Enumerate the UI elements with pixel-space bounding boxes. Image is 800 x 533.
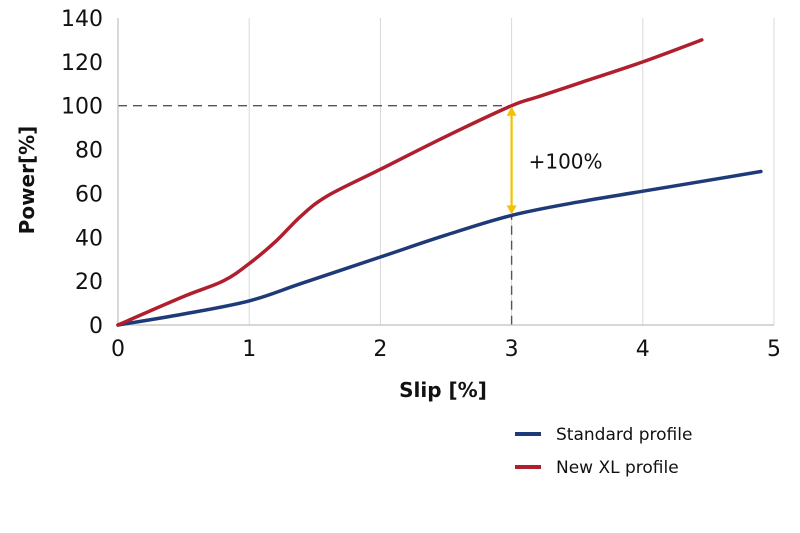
x-tick-label: 5 [767,337,781,362]
y-axis-title: Power[%] [15,126,39,235]
legend: Standard profile New XL profile [515,425,692,478]
annotation-arrowhead-down [506,205,517,215]
reference-lines [118,105,513,325]
axes [117,18,774,326]
annotation-arrowhead-up [506,106,517,116]
x-tick-label: 4 [636,337,650,362]
y-tick-label: 100 [61,95,103,120]
x-tick-label: 0 [111,337,125,362]
annotation-label: +100% [529,150,603,174]
legend-label: Standard profile [556,425,692,445]
series-lines [116,38,763,327]
y-tick-label: 120 [61,51,103,76]
annotations: +100% [506,106,603,215]
tick-labels: 0 20 40 60 80 100 120 140 0 1 2 3 4 5 [61,7,781,362]
y-tick-label: 80 [75,139,103,164]
x-axis-title: Slip [%] [399,378,487,402]
y-tick-label: 0 [89,314,103,339]
y-tick-label: 20 [75,270,103,295]
x-tick-label: 2 [373,337,387,362]
y-tick-label: 60 [75,182,103,207]
y-tick-label: 140 [61,7,103,32]
x-tick-label: 3 [505,337,519,362]
series-line-standard-profile [116,169,763,327]
x-tick-label: 1 [242,337,256,362]
series-line-new-xl-profile [116,38,704,327]
legend-label: New XL profile [556,458,679,478]
y-tick-label: 40 [75,226,103,251]
